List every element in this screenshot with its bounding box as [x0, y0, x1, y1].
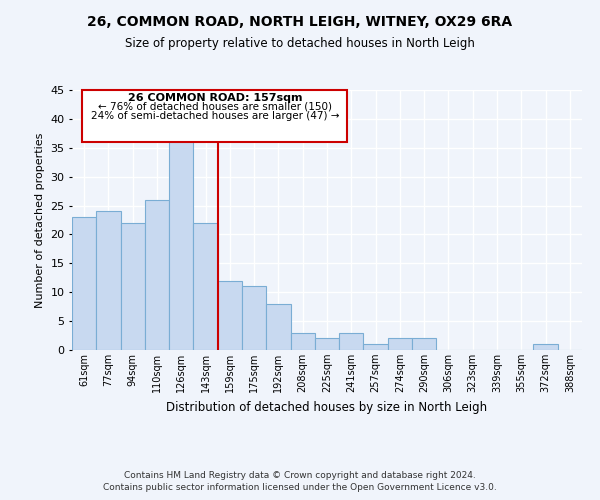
Bar — [242, 286, 266, 350]
Bar — [169, 136, 193, 350]
FancyBboxPatch shape — [82, 90, 347, 142]
Y-axis label: Number of detached properties: Number of detached properties — [35, 132, 44, 308]
Bar — [145, 200, 169, 350]
Bar — [388, 338, 412, 350]
Bar — [339, 332, 364, 350]
Text: 26, COMMON ROAD, NORTH LEIGH, WITNEY, OX29 6RA: 26, COMMON ROAD, NORTH LEIGH, WITNEY, OX… — [88, 15, 512, 29]
Bar — [533, 344, 558, 350]
Bar — [412, 338, 436, 350]
X-axis label: Distribution of detached houses by size in North Leigh: Distribution of detached houses by size … — [166, 400, 488, 413]
Text: Contains public sector information licensed under the Open Government Licence v3: Contains public sector information licen… — [103, 484, 497, 492]
Bar — [290, 332, 315, 350]
Bar — [121, 223, 145, 350]
Bar — [364, 344, 388, 350]
Bar — [315, 338, 339, 350]
Text: 24% of semi-detached houses are larger (47) →: 24% of semi-detached houses are larger (… — [91, 111, 339, 121]
Text: Size of property relative to detached houses in North Leigh: Size of property relative to detached ho… — [125, 38, 475, 51]
Bar — [266, 304, 290, 350]
Text: 26 COMMON ROAD: 157sqm: 26 COMMON ROAD: 157sqm — [128, 93, 302, 103]
Bar — [218, 280, 242, 350]
Text: Contains HM Land Registry data © Crown copyright and database right 2024.: Contains HM Land Registry data © Crown c… — [124, 471, 476, 480]
Bar — [72, 217, 96, 350]
Bar — [96, 212, 121, 350]
Text: ← 76% of detached houses are smaller (150): ← 76% of detached houses are smaller (15… — [98, 102, 332, 112]
Bar — [193, 223, 218, 350]
